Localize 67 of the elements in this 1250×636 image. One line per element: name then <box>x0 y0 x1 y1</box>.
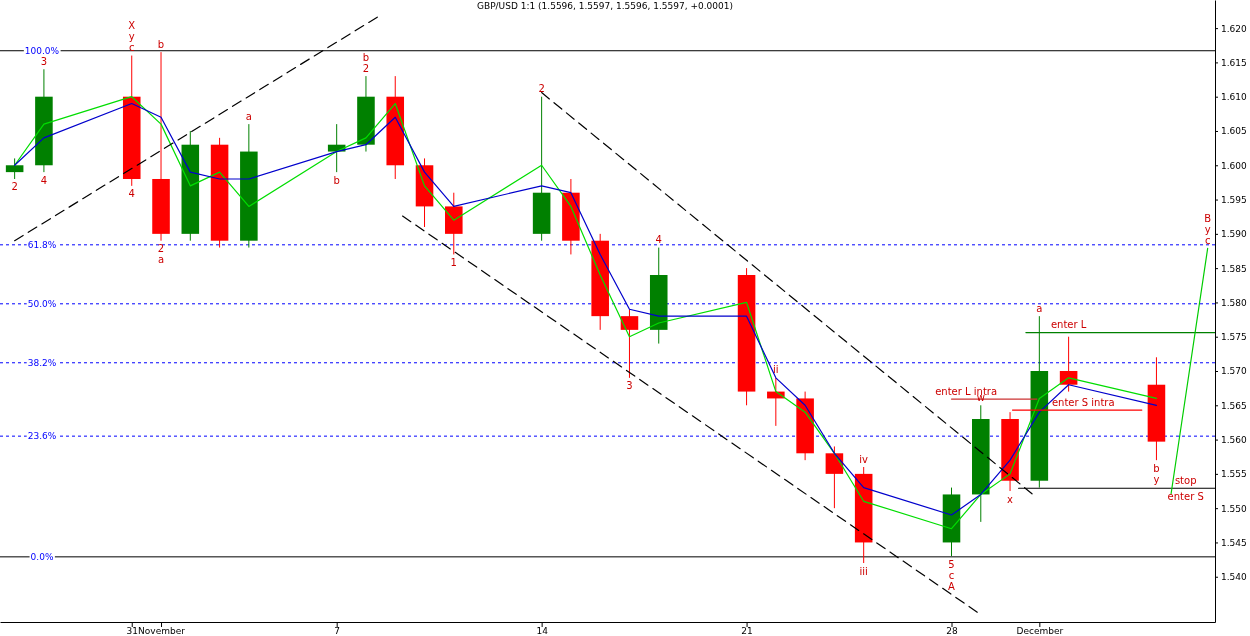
y-tick-label: 1.555 <box>1221 469 1247 480</box>
y-tick-label: 1.580 <box>1221 297 1248 308</box>
annotation: A <box>948 580 956 592</box>
annotation: 4 <box>40 174 48 186</box>
y-tick-label: 1.590 <box>1221 229 1248 240</box>
annotation: x <box>1007 493 1014 505</box>
y-tick-label: 1.605 <box>1221 126 1247 137</box>
annotation: 4 <box>128 188 135 200</box>
annotation: 38.2% <box>27 357 57 368</box>
y-tick-label: 1.620 <box>1221 23 1248 34</box>
x-tick-label: 21 <box>741 625 753 636</box>
annotation: 100.0% <box>24 45 60 56</box>
x-tick-label: 7 <box>334 625 341 636</box>
annotation: 50.0% <box>27 298 57 309</box>
annotation: 3 <box>626 380 633 392</box>
annotation: b <box>157 38 165 50</box>
annotation: 4 <box>655 234 662 246</box>
annotation: c <box>1204 234 1211 246</box>
chart-title: GBP/USD 1:1 (1.5596, 1.5597, 1.5596, 1.5597, +0.0001) <box>477 1 733 11</box>
annotation: stop <box>1174 474 1197 486</box>
annotation: ii <box>773 364 779 376</box>
y-tick-label: 1.565 <box>1221 400 1247 411</box>
annotation: b <box>362 51 370 63</box>
annotation: 2 <box>11 181 18 193</box>
x-tick-label: 28 <box>946 625 959 636</box>
annotation: y <box>128 31 135 43</box>
y-tick-label: 1.585 <box>1221 263 1247 274</box>
y-tick-label: 1.550 <box>1221 503 1248 514</box>
annotation: 0.0% <box>30 552 54 562</box>
annotation: 2 <box>157 243 165 255</box>
annotation: a <box>1036 302 1043 314</box>
x-tick-label: December <box>1016 625 1064 636</box>
annotation: 61.8% <box>27 239 57 250</box>
annotation: c <box>948 569 955 581</box>
annotation: 23.6% <box>27 431 57 442</box>
annotation: 5 <box>948 558 955 570</box>
x-tick-label: 31 <box>126 625 138 636</box>
x-tick-label: 14 <box>536 625 549 636</box>
annotation: 3 <box>40 55 48 67</box>
annotation: b <box>1153 462 1160 474</box>
annotation: a <box>245 110 252 122</box>
annotation: y <box>1204 223 1211 235</box>
annotation: iii <box>859 565 868 577</box>
y-tick-label: 1.595 <box>1221 194 1247 205</box>
annotation: enter S intra <box>1051 396 1115 408</box>
annotation: enter L intra <box>935 385 998 397</box>
y-tick-label: 1.560 <box>1221 434 1248 445</box>
annotation: X <box>128 20 136 32</box>
annotation: 2 <box>538 83 545 95</box>
y-tick-label: 1.575 <box>1221 332 1247 343</box>
annotation: 2 <box>362 62 370 74</box>
annotation: a <box>157 254 165 266</box>
y-tick-label: 1.570 <box>1221 366 1248 377</box>
annotation: iv <box>859 453 869 465</box>
annotation: b <box>333 174 340 186</box>
x-tick-label: November <box>138 625 186 636</box>
y-tick-label: 1.600 <box>1221 160 1248 171</box>
y-tick-label: 1.545 <box>1221 537 1247 548</box>
y-tick-label: 1.610 <box>1221 92 1248 103</box>
annotation: c <box>129 42 135 54</box>
annotation: B <box>1204 212 1212 224</box>
annotation: enter S <box>1167 490 1204 502</box>
y-tick-label: 1.540 <box>1221 572 1248 583</box>
annotation: y <box>1153 473 1160 485</box>
annotation: enter L <box>1050 319 1087 331</box>
annotation: 1 <box>450 256 457 268</box>
y-tick-label: 1.615 <box>1221 57 1247 68</box>
